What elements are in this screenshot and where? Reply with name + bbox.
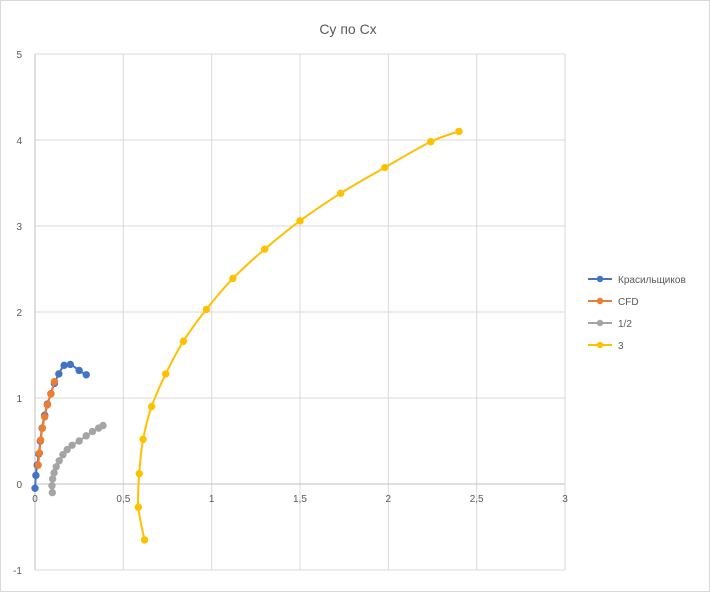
data-point — [43, 401, 52, 409]
series-line — [137, 130, 460, 541]
y-tick-label: 3 — [16, 222, 22, 233]
y-tick-label: 0 — [16, 480, 22, 491]
tick-labels: 0 0,5 1 1,5 2 2,5 3 -1 0 1 2 3 4 5 — [13, 50, 568, 577]
data-point — [179, 337, 188, 345]
data-point — [55, 370, 63, 378]
data-point — [48, 482, 56, 490]
data-point — [88, 427, 97, 436]
data-point — [99, 421, 107, 430]
data-point — [82, 371, 90, 379]
data-point — [427, 138, 435, 146]
legend: Красильщиков CFD 1/2 3 — [588, 275, 686, 352]
data-point — [66, 360, 75, 369]
legend-label: Красильщиков — [618, 275, 686, 286]
y-tick-label: 2 — [16, 308, 22, 319]
data-point — [162, 370, 170, 378]
data-point — [48, 475, 57, 483]
legend-label: CFD — [618, 297, 639, 308]
data-point — [35, 449, 44, 457]
data-point — [34, 461, 42, 469]
data-point — [140, 536, 149, 544]
data-point — [50, 377, 59, 386]
x-tick-label: 3 — [562, 494, 568, 505]
data-point — [75, 437, 83, 445]
y-tick-label: 1 — [16, 394, 22, 405]
x-tick-label: 0 — [32, 494, 38, 505]
data-point — [82, 432, 90, 440]
legend-marker — [596, 275, 604, 283]
data-point — [75, 366, 83, 375]
series-group — [31, 127, 463, 544]
data-point — [139, 435, 147, 443]
legend-item: 1/2 — [588, 319, 632, 330]
x-tick-label: 1,5 — [293, 494, 307, 505]
data-point — [229, 274, 237, 283]
series-4 — [134, 127, 463, 544]
data-point — [32, 471, 40, 480]
data-point — [48, 488, 57, 497]
data-point — [296, 217, 304, 225]
data-point — [135, 469, 143, 478]
y-tick-label: 5 — [16, 50, 22, 61]
legend-marker — [596, 341, 604, 349]
data-point — [455, 127, 463, 136]
data-point — [47, 390, 55, 398]
data-point — [55, 457, 63, 465]
data-point — [260, 245, 269, 253]
x-tick-label: 2 — [386, 494, 392, 505]
data-point — [134, 503, 143, 511]
data-point — [36, 436, 45, 444]
x-tick-label: 2,5 — [470, 494, 484, 505]
data-point — [68, 441, 76, 449]
legend-marker — [596, 319, 604, 327]
data-point — [38, 424, 47, 432]
data-point — [336, 189, 345, 198]
data-point — [202, 305, 211, 314]
data-point — [147, 402, 156, 411]
chart-title: Cy по Cx — [319, 21, 376, 37]
data-point — [50, 469, 58, 477]
y-tick-label: -1 — [13, 566, 22, 577]
series-3 — [48, 421, 107, 497]
x-tick-label: 1 — [209, 494, 215, 505]
legend-item: 3 — [588, 341, 624, 352]
legend-item: Красильщиков — [588, 275, 686, 286]
series-2 — [34, 377, 59, 469]
data-point — [381, 163, 389, 172]
data-point — [63, 445, 71, 454]
x-tick-label: 0,5 — [116, 494, 130, 505]
data-point — [31, 484, 39, 492]
legend-item: CFD — [588, 297, 639, 308]
y-tick-label: 4 — [16, 136, 22, 147]
data-point — [52, 463, 60, 471]
legend-marker — [596, 297, 604, 305]
legend-label: 3 — [618, 341, 624, 352]
legend-label: 1/2 — [618, 319, 632, 330]
data-point — [60, 361, 68, 370]
grid — [35, 53, 566, 571]
data-point — [59, 451, 67, 459]
data-point — [41, 413, 49, 421]
